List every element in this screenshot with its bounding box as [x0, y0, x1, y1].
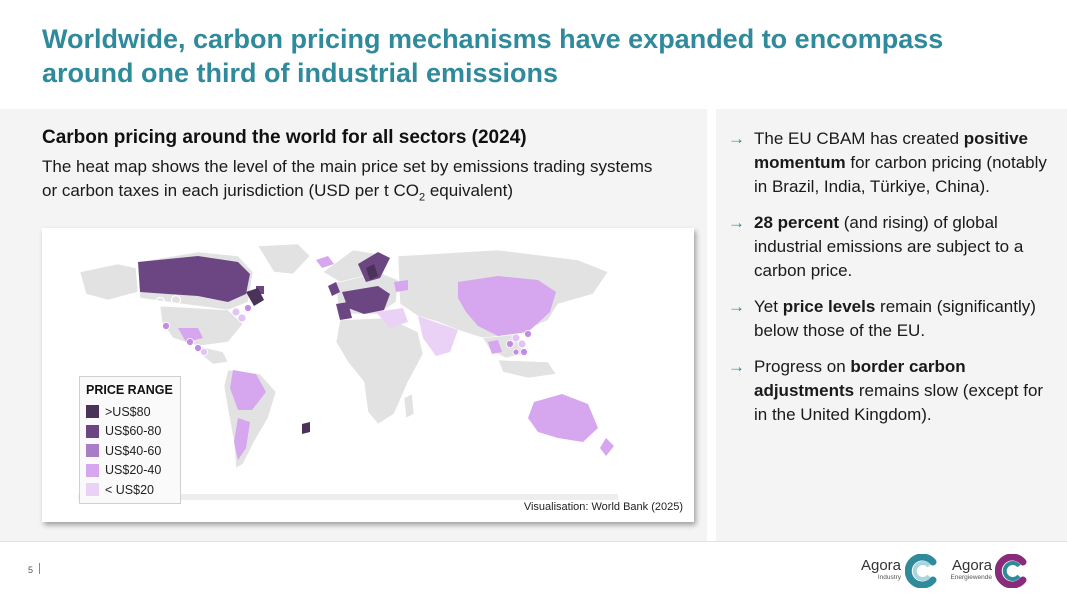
key-point-text: Yet [754, 297, 783, 316]
legend-item: US$60-80 [86, 422, 174, 442]
legend-item: < US$20 [86, 480, 174, 500]
key-point-item: → Progress on border carbon adjustments r… [726, 355, 1056, 427]
key-point-text: remain (significantly) below those of th… [754, 297, 1036, 340]
legend-item: US$40-60 [86, 441, 174, 461]
map-description: The heat map shows the level of the main… [42, 157, 653, 204]
price-range-legend: PRICE RANGE >US$80 US$60-80 US$40-60 US$… [79, 376, 181, 504]
visualisation-credit: Visualisation: World Bank (2025) [523, 501, 683, 513]
footer-divider [0, 541, 1067, 542]
legend-label: < US$20 [105, 482, 154, 497]
key-point-text: The EU CBAM has created [754, 129, 964, 148]
legend-swatch [86, 405, 99, 419]
page-number: 5 [28, 565, 34, 575]
arrow-right-icon: → [728, 357, 745, 376]
key-points-panel: → The EU CBAM has created positive moment… [716, 109, 1067, 541]
agora-energiewende-logo: Agora Energiewende [940, 552, 1040, 590]
key-point-item: → Yet price levels remain (significantly)… [726, 295, 1056, 343]
key-point-text: remains slow (except for in the United K… [754, 381, 1044, 424]
key-point-emphasis: border carbon adjustments [754, 357, 966, 400]
legend-label: >US$80 [105, 404, 151, 419]
arrow-right-icon: → [728, 129, 745, 148]
key-point-text: Progress on [754, 357, 851, 376]
legend-label: US$60-80 [105, 424, 162, 439]
agora-energiewende-icon [995, 554, 1027, 588]
legend-title: PRICE RANGE [86, 383, 173, 397]
slide-title: Worldwide, carbon pricing mechanisms hav… [42, 24, 944, 88]
logo-name: Agora [951, 557, 992, 574]
map-heading: Carbon pricing around the world for all … [42, 127, 527, 148]
arrow-right-icon: → [728, 297, 745, 316]
key-point-emphasis: positive momentum [754, 129, 1029, 172]
agora-industry-logo: Agora Industry [845, 552, 945, 590]
legend-swatch [86, 444, 99, 458]
logo-sub: Energiewende [950, 574, 992, 581]
key-point-emphasis: price levels [782, 297, 876, 316]
world-map [78, 243, 618, 500]
key-point-text: for carbon pricing (notably in Brazil, I… [754, 153, 1047, 196]
legend-item: >US$80 [86, 402, 174, 422]
logo-sub: Industry [877, 574, 901, 581]
map-panel: Carbon pricing around the world for all … [0, 109, 707, 541]
arrow-right-icon: → [728, 213, 745, 232]
key-point-item: → The EU CBAM has created positive moment… [726, 127, 1056, 199]
logo-name: Agora [860, 557, 901, 574]
legend-swatch [86, 424, 99, 438]
agora-industry-icon [905, 554, 937, 588]
key-point-item: → 28 percent (and rising) of global indus… [726, 211, 1056, 283]
map-card: PRICE RANGE >US$80 US$60-80 US$40-60 US$… [42, 228, 694, 522]
legend-swatch [86, 483, 99, 497]
legend-swatch [86, 463, 99, 477]
legend-label: US$20-40 [105, 463, 162, 478]
key-points-list: → The EU CBAM has created positive moment… [726, 127, 1056, 439]
key-point-emphasis: 28 percent [754, 213, 840, 232]
page-number-separator [39, 563, 40, 574]
key-point-text: (and rising) of global industrial emissi… [754, 213, 1024, 280]
legend-item: US$20-40 [86, 461, 174, 481]
legend-label: US$40-60 [105, 443, 162, 458]
